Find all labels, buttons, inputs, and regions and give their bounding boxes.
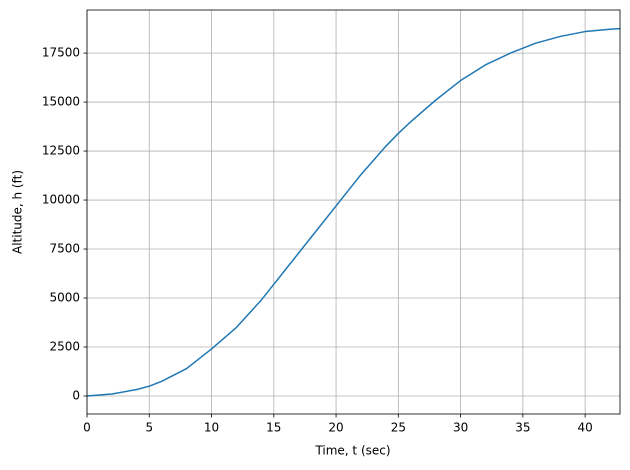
y-tick-label: 10000 — [42, 193, 80, 207]
x-tick-label: 5 — [145, 421, 153, 435]
y-tick-label: 15000 — [42, 95, 80, 109]
x-tick-label: 15 — [266, 421, 281, 435]
y-tick-label: 7500 — [49, 242, 80, 256]
y-tick-label: 5000 — [49, 291, 80, 305]
y-tick-label: 0 — [72, 388, 80, 402]
x-tick-label: 25 — [391, 421, 406, 435]
x-tick-label: 30 — [453, 421, 468, 435]
x-tick-label: 0 — [83, 421, 91, 435]
y-tick-label: 17500 — [42, 46, 80, 60]
y-tick-label: 12500 — [42, 144, 80, 158]
x-tick-label: 35 — [515, 421, 530, 435]
data-line — [86, 27, 621, 397]
plot-frame — [86, 9, 621, 415]
x-tick-label: 40 — [577, 421, 592, 435]
x-tick-label: 10 — [204, 421, 219, 435]
x-axis-label: Time, t (sec) — [314, 444, 390, 458]
x-tick-label: 20 — [328, 421, 343, 435]
y-tick-label: 2500 — [49, 339, 80, 353]
y-axis-label: Altitude, h (ft) — [11, 170, 25, 254]
